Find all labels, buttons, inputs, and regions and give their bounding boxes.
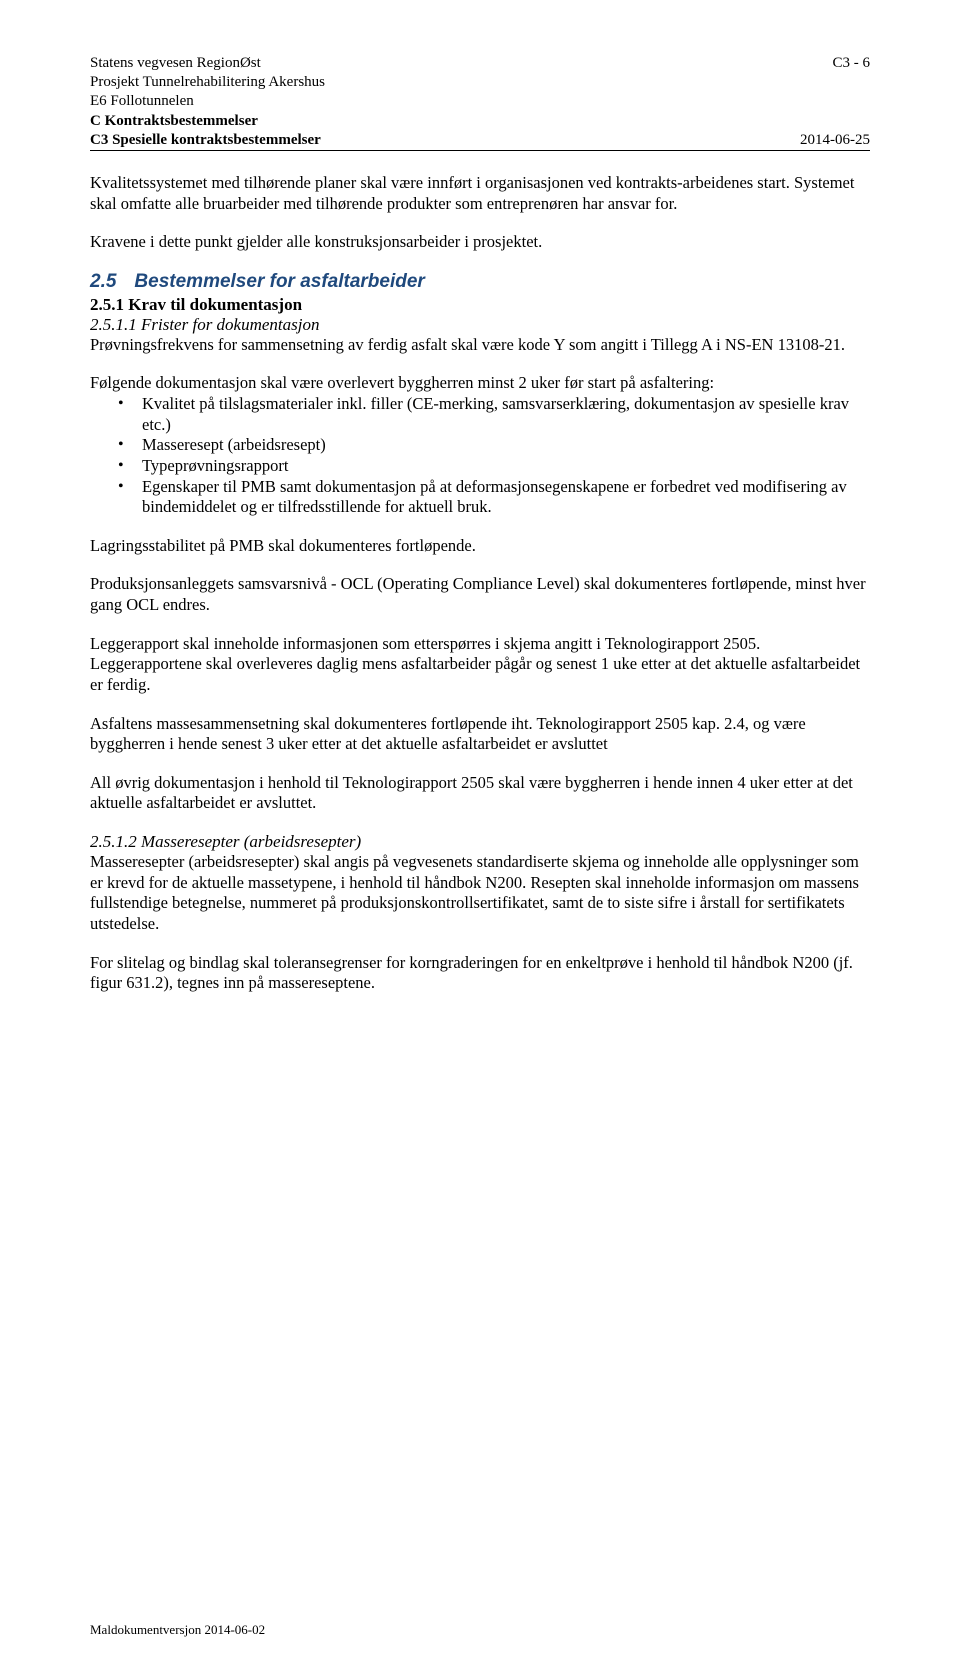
para-2511-1: Prøvningsfrekvens for sammensetning av f… [90,335,870,356]
para-2512-1: Masseresepter (arbeidsresepter) skal ang… [90,852,870,935]
heading-2-5-1: 2.5.1 Krav til dokumentasjon [90,295,870,315]
para-2512-2: For slitelag og bindlag skal toleransegr… [90,953,870,994]
para-2511-3: Produksjonsanleggets samsvarsnivå - OCL … [90,574,870,615]
para-2511-2: Lagringsstabilitet på PMB skal dokumente… [90,536,870,557]
header-project: Prosjekt Tunnelrehabilitering Akershus [90,73,325,92]
header-org: Statens vegvesen RegionØst [90,54,261,73]
document-body: Kvalitetssystemet med tilhørende planer … [90,173,870,994]
heading-2-5: 2.5 Bestemmelser for asfaltarbeider [90,271,870,293]
header-date: 2014-06-25 [800,131,870,150]
header-section-c: C Kontraktsbestemmelser [90,112,258,131]
para-2511-4: Leggerapport skal inneholde informasjone… [90,634,870,696]
header-tunnel: E6 Follotunnelen [90,92,194,111]
footer-version: Maldokumentversjon 2014-06-02 [90,1622,265,1638]
list-item: Masseresept (arbeidsresept) [90,435,870,456]
intro-paragraph-1: Kvalitetssystemet med tilhørende planer … [90,173,870,214]
bullet-list: Kvalitet på tilslagsmaterialer inkl. fil… [90,394,870,518]
header-page-ref: C3 - 6 [833,54,871,73]
bullet-lead: Følgende dokumentasjon skal være overlev… [90,373,870,394]
para-2511-5: Asfaltens massesammensetning skal dokume… [90,714,870,755]
intro-paragraph-2: Kravene i dette punkt gjelder alle konst… [90,232,870,253]
heading-2-5-1-2: 2.5.1.2 Masseresepter (arbeidsresepter) [90,832,870,852]
list-item: Egenskaper til PMB samt dokumentasjon på… [90,477,870,518]
list-item: Typeprøvningsrapport [90,456,870,477]
heading-2-5-1-1: 2.5.1.1 Frister for dokumentasjon [90,315,870,335]
page: Statens vegvesen RegionØst C3 - 6 Prosje… [0,0,960,1666]
header-section-c3: C3 Spesielle kontraktsbestemmelser [90,131,321,150]
heading-2-5-num: 2.5 [90,271,116,293]
list-item: Kvalitet på tilslagsmaterialer inkl. fil… [90,394,870,435]
para-2511-6: All øvrig dokumentasjon i henhold til Te… [90,773,870,814]
heading-2-5-title: Bestemmelser for asfaltarbeider [134,271,424,292]
page-header: Statens vegvesen RegionØst C3 - 6 Prosje… [90,54,870,151]
